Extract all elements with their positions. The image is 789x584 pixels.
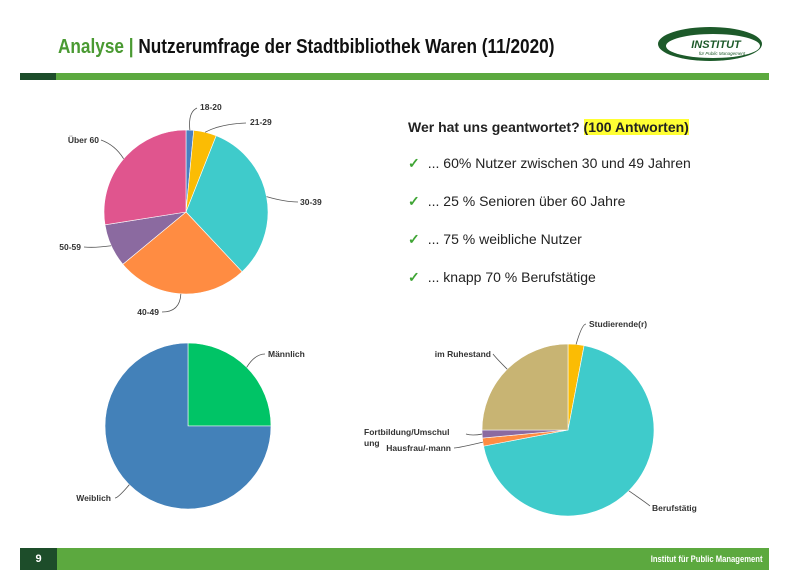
title-accent: Analyse xyxy=(58,36,124,58)
summary-bullet-text: ... knapp 70 % Berufstätige xyxy=(427,269,596,285)
header-bar-dark xyxy=(20,73,56,80)
leader-line xyxy=(114,484,130,499)
summary-bullet: ✓ ... 25 % Senioren über 60 Jahre xyxy=(408,193,625,210)
leader-line xyxy=(492,353,508,370)
leader-line xyxy=(266,196,299,203)
leader-line xyxy=(453,441,483,449)
pie-label-fortbildung-umschulung: Fortbildung/Umschul ung xyxy=(364,427,449,448)
header-bar-green xyxy=(56,73,769,80)
summary-bullet-text: ... 25 % Senioren über 60 Jahre xyxy=(427,193,626,209)
summary-bullet: ✓ ... 60% Nutzer zwischen 30 und 49 Jahre… xyxy=(408,155,691,172)
title-text: Nutzerumfrage der Stadtbibliothek Waren … xyxy=(138,36,555,58)
check-icon: ✓ xyxy=(408,269,420,285)
pie-label-weiblich: Weiblich xyxy=(76,493,111,503)
pie-label-m-nnlich: Männlich xyxy=(268,349,305,359)
footer-bar xyxy=(57,548,769,570)
pie-label-hausfrau-mann: Hausfrau/-mann xyxy=(386,443,451,453)
summary-heading-text: Wer hat uns geantwortet? xyxy=(408,119,580,135)
logo-sub-text: für Public Management xyxy=(699,51,746,56)
pie-label-ber-60: Über 60 xyxy=(68,135,99,145)
leader-line xyxy=(161,293,182,313)
pie-label-im-ruhestand: im Ruhestand xyxy=(435,349,491,359)
summary-heading: Wer hat uns geantwortet? (100 Antworten) xyxy=(408,119,689,135)
leader-line xyxy=(575,323,587,345)
footer-text: Institut für Public Management xyxy=(651,554,763,564)
pie-slice-berufst-tig xyxy=(483,345,655,517)
title-separator: | xyxy=(128,36,134,58)
pie-label-40-49: 40-49 xyxy=(137,307,159,317)
age-pie-chart: 18-20 21-29 30-39 40-49 50-59 Über 60 xyxy=(59,102,322,317)
check-icon: ✓ xyxy=(408,193,420,209)
summary-heading-highlight: (100 Antworten) xyxy=(583,119,689,135)
leader-line xyxy=(189,107,198,131)
check-icon: ✓ xyxy=(408,231,420,247)
pie-label-21-29: 21-29 xyxy=(250,117,272,127)
pie-label-30-39: 30-39 xyxy=(300,197,322,207)
pie-label-18-20: 18-20 xyxy=(200,102,222,112)
page-number: 9 xyxy=(20,548,57,570)
leader-line xyxy=(100,139,124,159)
pie-label-50-59: 50-59 xyxy=(59,242,81,252)
institute-logo: INSTITUT für Public Management xyxy=(658,27,762,61)
slide-title: Analyse | Nutzerumfrage der Stadtbibliot… xyxy=(58,36,554,59)
pie-slice-30-39 xyxy=(185,135,269,273)
leader-line xyxy=(628,490,651,507)
leader-line xyxy=(204,122,247,133)
check-icon: ✓ xyxy=(408,155,420,171)
summary-bullet: ✓ ... 75 % weibliche Nutzer xyxy=(408,231,582,248)
pie-label-berufst-tig: Berufstätig xyxy=(652,503,697,513)
gender-pie-chart: Männlich Weiblich xyxy=(76,342,305,510)
occupation-pie-chart: Studierende(r) Berufstätig Hausfrau/-mannF… xyxy=(364,319,697,517)
summary-bullet-text: ... 75 % weibliche Nutzer xyxy=(427,231,582,247)
summary-bullet: ✓ ... knapp 70 % Berufstätige xyxy=(408,269,596,286)
pie-slice-m-nnlich xyxy=(187,342,272,427)
logo-main-text: INSTITUT xyxy=(691,39,742,51)
summary-bullet-text: ... 60% Nutzer zwischen 30 und 49 Jahren xyxy=(427,155,691,171)
pie-slice-weiblich xyxy=(104,342,272,510)
leader-line xyxy=(465,433,483,436)
pie-label-studierende-r: Studierende(r) xyxy=(589,319,647,329)
pie-slice-ber-60 xyxy=(103,129,187,226)
pie-slice-40-49 xyxy=(122,211,243,295)
leader-line xyxy=(83,245,112,248)
leader-line xyxy=(246,353,266,368)
